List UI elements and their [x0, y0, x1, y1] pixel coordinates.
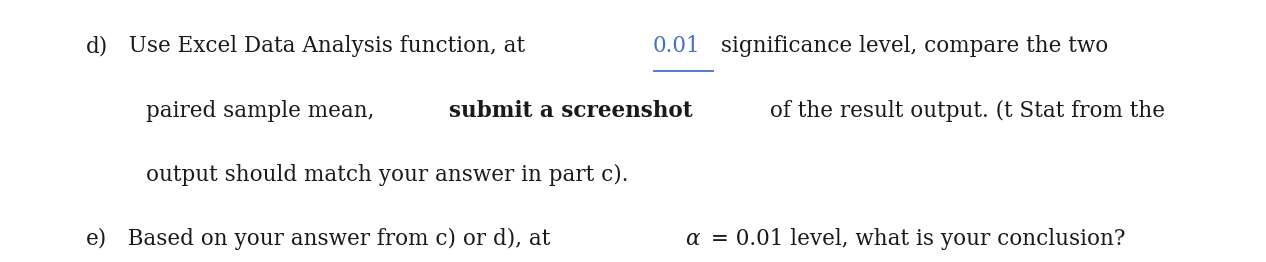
Text: significance level, compare the two: significance level, compare the two: [714, 35, 1109, 57]
Text: output should match your answer in part c).: output should match your answer in part …: [146, 164, 628, 186]
Text: submit a screenshot: submit a screenshot: [449, 100, 693, 122]
Text: of the result output. (t Stat from the: of the result output. (t Stat from the: [763, 100, 1166, 122]
Text: Based on your answer from c) or d), at: Based on your answer from c) or d), at: [114, 228, 557, 250]
Text: e): e): [86, 228, 108, 250]
Text: d): d): [86, 35, 109, 57]
Text: α: α: [685, 228, 700, 250]
Text: = 0.01 level, what is your conclusion?: = 0.01 level, what is your conclusion?: [704, 228, 1125, 250]
Text: paired sample mean,: paired sample mean,: [146, 100, 381, 122]
Text: 0.01: 0.01: [653, 35, 700, 57]
Text: Use Excel Data Analysis function, at: Use Excel Data Analysis function, at: [115, 35, 532, 57]
